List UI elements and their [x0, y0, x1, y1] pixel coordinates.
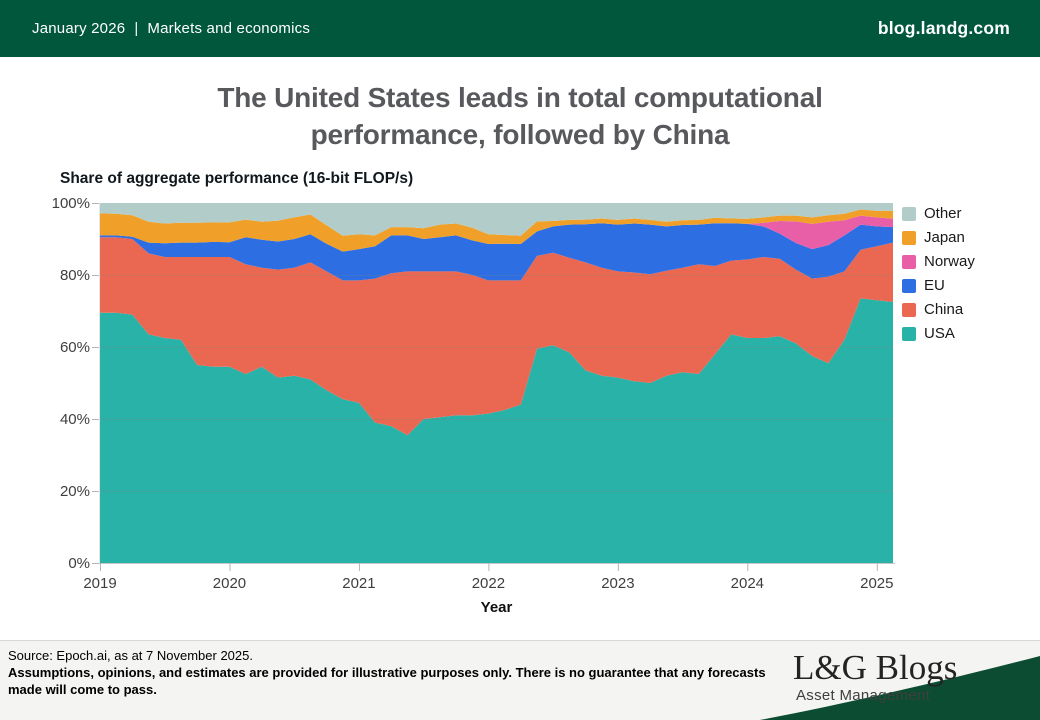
legend-item-other: Other	[902, 206, 975, 221]
header-bar: January 2026 | Markets and economics blo…	[0, 0, 1040, 57]
footer-disclaimer: Assumptions, opinions, and estimates are…	[8, 665, 766, 697]
legend-item-norway: Norway	[902, 254, 975, 269]
page-title: The United States leads in total computa…	[0, 79, 1040, 153]
x-tick-label: 2021	[342, 575, 375, 592]
legend-label: Other	[924, 205, 962, 222]
footer-source: Source: Epoch.ai, as at 7 November 2025.	[8, 648, 253, 663]
header-separator: |	[134, 20, 139, 37]
area-eu	[100, 223, 893, 281]
legend-swatch-usa	[902, 326, 916, 341]
area-china	[100, 237, 893, 436]
x-tick-label: 2023	[601, 575, 634, 592]
legend-swatch-japan	[902, 230, 916, 245]
footer-swoosh	[760, 656, 1040, 720]
brand-logo: L&G Blogs Asset Management	[793, 648, 958, 705]
area-other	[100, 203, 893, 236]
legend-label: Norway	[924, 253, 975, 270]
legend-swatch-other	[902, 206, 916, 221]
y-tick-label: 20%	[60, 483, 90, 500]
legend-item-japan: Japan	[902, 230, 975, 245]
logo-main: L&G Blogs	[793, 648, 958, 687]
legend-label: EU	[924, 277, 945, 294]
legend-label: USA	[924, 325, 955, 342]
area-japan	[100, 209, 893, 252]
legend-label: Japan	[924, 229, 965, 246]
chart-subtitle: Share of aggregate performance (16-bit F…	[60, 170, 414, 187]
x-tick-label: 2025	[860, 575, 893, 592]
x-tick-label: 2019	[83, 575, 116, 592]
header-section: Markets and economics	[147, 20, 311, 37]
header-date: January 2026	[32, 20, 126, 37]
header-left: January 2026 | Markets and economics	[32, 20, 310, 37]
y-tick-label: 40%	[60, 411, 90, 428]
site-link[interactable]: blog.landg.com	[877, 18, 1010, 38]
y-tick-label: 100%	[52, 195, 90, 212]
logo-sub: Asset Management	[796, 687, 931, 704]
legend-label: China	[924, 301, 964, 318]
legend-swatch-china	[902, 302, 916, 317]
y-tick-label: 0%	[68, 555, 90, 572]
page-title-line2: performance, followed by China	[310, 119, 730, 150]
page-title-line1: The United States leads in total computa…	[217, 82, 823, 113]
x-tick-label: 2022	[472, 575, 505, 592]
x-tick-label: 2020	[213, 575, 246, 592]
x-tick-label: 2024	[731, 575, 764, 592]
footer-swoosh-shape	[760, 656, 1040, 720]
legend-item-china: China	[902, 302, 975, 317]
legend-item-eu: EU	[902, 278, 975, 293]
area-norway	[100, 215, 893, 252]
y-tick-label: 60%	[60, 339, 90, 356]
legend-swatch-norway	[902, 254, 916, 269]
x-axis-title: Year	[481, 599, 513, 616]
chart-legend: Other Japan Norway EU China USA	[902, 206, 975, 341]
area-usa	[100, 298, 893, 563]
y-tick-label: 80%	[60, 267, 90, 284]
legend-swatch-eu	[902, 278, 916, 293]
legend-item-usa: USA	[902, 326, 975, 341]
